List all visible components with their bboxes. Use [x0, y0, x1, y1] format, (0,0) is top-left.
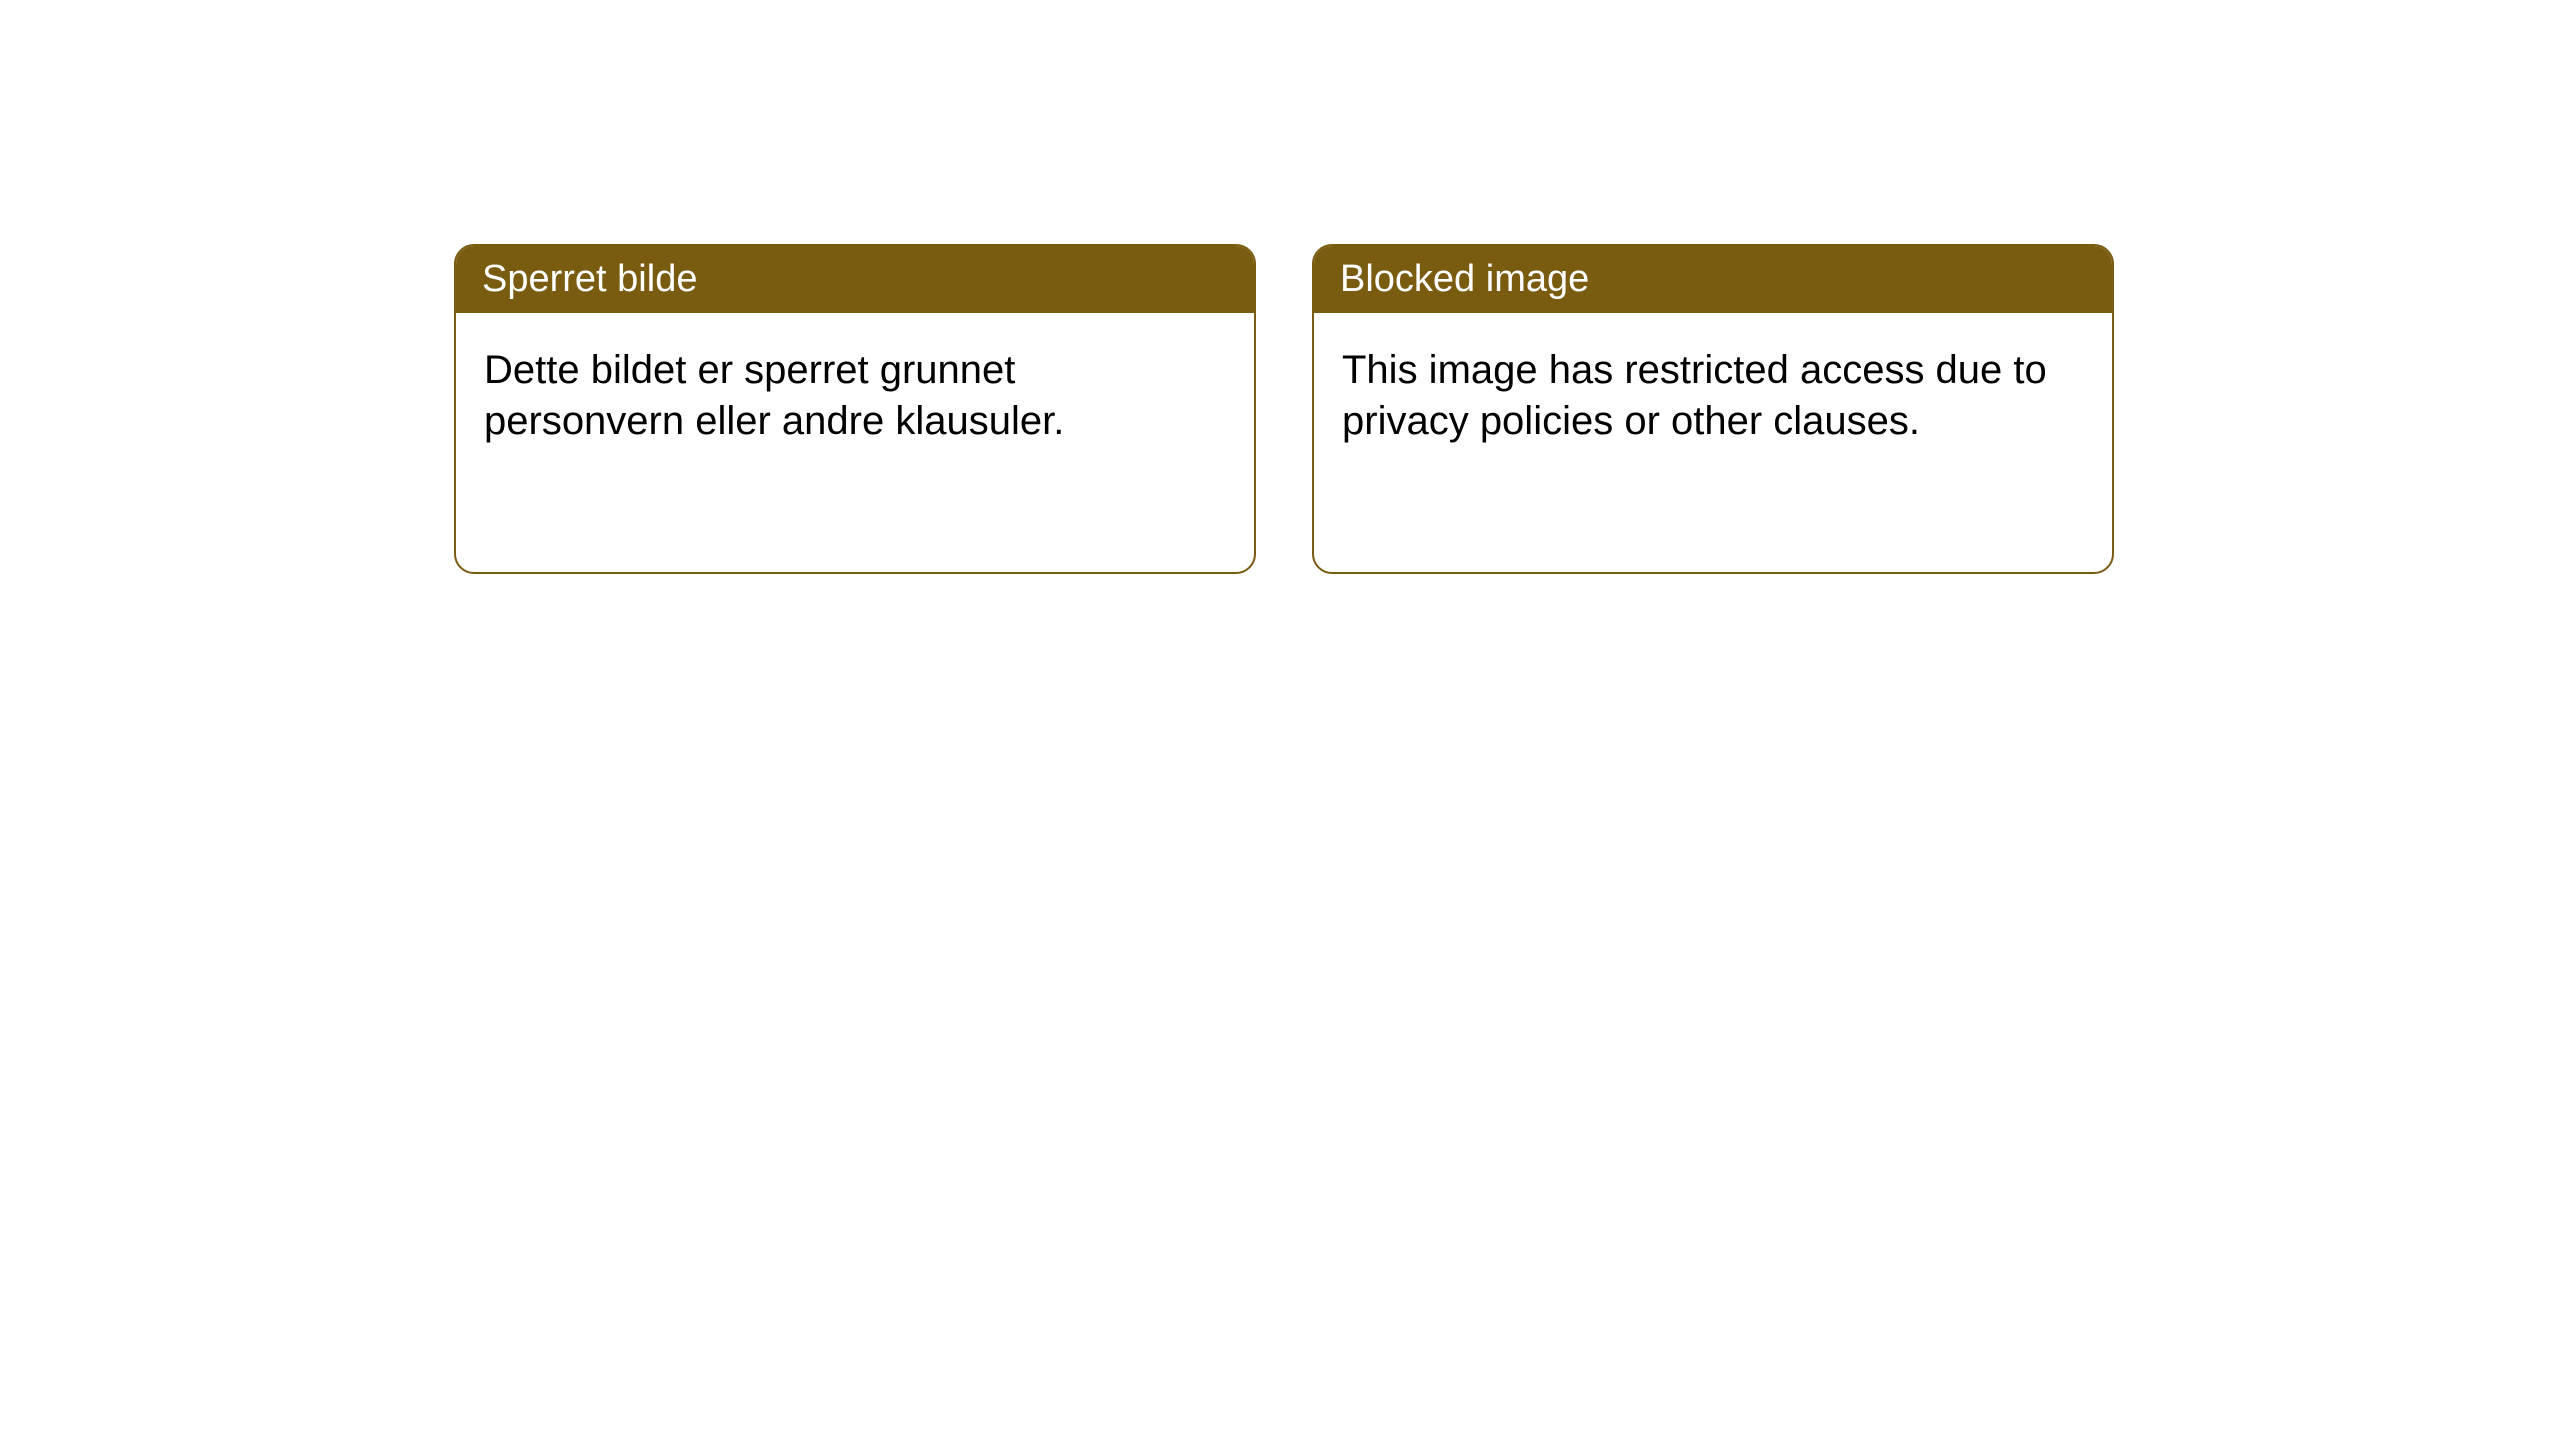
notice-body-norwegian: Dette bildet er sperret grunnet personve… [456, 313, 1254, 479]
notice-text-norwegian: Dette bildet er sperret grunnet personve… [484, 348, 1064, 443]
notice-body-english: This image has restricted access due to … [1314, 313, 2112, 479]
notice-title-norwegian: Sperret bilde [482, 258, 697, 300]
notice-header-english: Blocked image [1314, 246, 2112, 313]
notice-header-norwegian: Sperret bilde [456, 246, 1254, 313]
notice-card-english: Blocked image This image has restricted … [1312, 244, 2114, 574]
notice-title-english: Blocked image [1340, 258, 1589, 300]
notice-container: Sperret bilde Dette bildet er sperret gr… [454, 244, 2114, 574]
notice-card-norwegian: Sperret bilde Dette bildet er sperret gr… [454, 244, 1256, 574]
notice-text-english: This image has restricted access due to … [1342, 348, 2047, 443]
